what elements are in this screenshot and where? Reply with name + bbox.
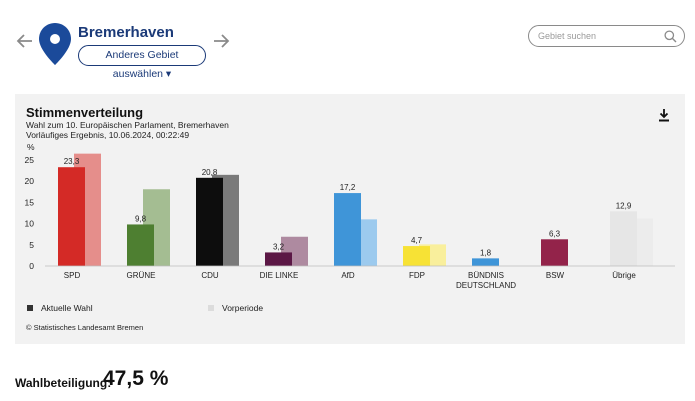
bar-current-5 xyxy=(403,246,430,266)
x-tick-label-6: DEUTSCHLAND xyxy=(456,281,516,290)
chart-card: Stimmenverteilung Wahl zum 10. Europäisc… xyxy=(15,94,685,344)
arrow-right-icon[interactable] xyxy=(211,31,231,51)
data-label-7: 6,3 xyxy=(549,229,561,238)
x-tick-label-3: DIE LINKE xyxy=(260,271,299,280)
bar-current-0 xyxy=(58,167,85,266)
y-tick-label: 20 xyxy=(25,176,35,186)
y-axis-label: % xyxy=(27,142,35,152)
x-tick-label-7: BSW xyxy=(546,271,565,280)
y-tick-label: 10 xyxy=(25,219,35,229)
data-label-8: 12,9 xyxy=(616,201,632,210)
search-input[interactable] xyxy=(538,29,663,43)
chart-subtitle: Wahl zum 10. Europäischen Parlament, Bre… xyxy=(26,120,229,130)
y-tick-label: 0 xyxy=(29,261,34,271)
data-label-6: 1,8 xyxy=(480,248,492,257)
y-tick-label: 15 xyxy=(25,197,35,207)
data-label-3: 3,2 xyxy=(273,242,285,251)
turnout-label: Wahlbeteiligung: xyxy=(15,376,112,390)
x-tick-label-5: FDP xyxy=(409,271,425,280)
bar-current-6 xyxy=(472,258,499,266)
search-icon[interactable] xyxy=(664,30,677,43)
bar-current-7 xyxy=(541,239,568,266)
turnout-value: 47,5 % xyxy=(103,367,169,390)
x-tick-label-8: Übrige xyxy=(612,271,636,280)
data-label-4: 17,2 xyxy=(340,183,356,192)
arrow-left-icon[interactable] xyxy=(15,31,35,51)
legend-item-current[interactable]: Aktuelle Wahl xyxy=(27,303,93,313)
data-label-0: 23,3 xyxy=(64,157,80,166)
bar-current-4 xyxy=(334,193,361,266)
change-region-button[interactable]: Anderes Gebiet auswählen ▾ xyxy=(78,45,206,80)
data-label-1: 9,8 xyxy=(135,214,147,223)
bar-current-8 xyxy=(610,211,637,266)
x-tick-label-4: AfD xyxy=(341,271,355,280)
chart-subtitle-date: Vorläufiges Ergebnis, 10.06.2024, 00:22:… xyxy=(26,130,190,140)
map-pin-icon xyxy=(38,22,72,66)
chart-title: Stimmenverteilung xyxy=(26,105,144,120)
x-tick-label-2: CDU xyxy=(201,271,219,280)
y-tick-label: 5 xyxy=(29,240,34,250)
data-label-2: 20,8 xyxy=(202,168,218,177)
bar-current-1 xyxy=(127,224,154,266)
bar-current-2 xyxy=(196,177,223,266)
legend-swatch-current xyxy=(27,305,33,311)
download-icon[interactable] xyxy=(658,108,670,122)
y-tick-label: 25 xyxy=(25,155,35,165)
x-tick-label-0: SPD xyxy=(64,271,81,280)
x-tick-label-1: GRÜNE xyxy=(127,271,156,280)
data-label-5: 4,7 xyxy=(411,236,423,245)
bar-current-3 xyxy=(265,252,292,266)
legend-label-current: Aktuelle Wahl xyxy=(41,303,93,313)
bar-chart: % 0 5 10 15 20 25 23,3 SPD 9,8 GRÜNE 20,8 CDU 3,2 DIE … xyxy=(25,142,675,290)
search-box[interactable] xyxy=(528,25,685,47)
legend-swatch-previous xyxy=(208,305,214,311)
source-note: © Statistisches Landesamt Bremen xyxy=(26,323,144,332)
legend-label-previous: Vorperiode xyxy=(222,303,264,313)
x-tick-label-6: BÜNDNIS xyxy=(468,271,504,280)
region-title: Bremerhaven xyxy=(78,24,174,41)
legend-item-previous[interactable]: Vorperiode xyxy=(208,303,263,313)
